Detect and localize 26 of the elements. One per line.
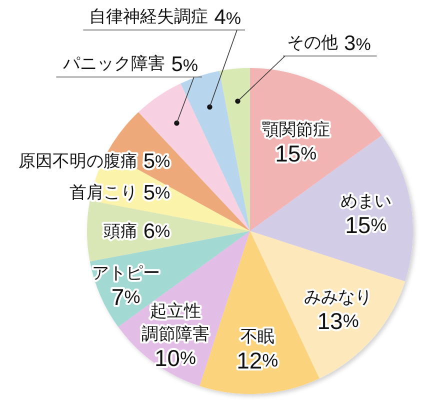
pie-slice: [219, 68, 250, 231]
data-label: 7%: [111, 284, 140, 310]
slice-label: 不眠: [240, 327, 274, 346]
slice-label: その他: [287, 33, 338, 52]
data-label: 4%: [214, 6, 241, 29]
slice-label: 自律神経失調症: [89, 7, 208, 26]
data-label: 5%: [171, 53, 198, 76]
slice-label: アトピー: [92, 264, 160, 283]
slice-label: めまい: [340, 192, 392, 211]
data-label: 10%: [154, 344, 196, 371]
data-label: 12%: [236, 348, 278, 374]
data-label: 3%: [344, 32, 371, 55]
slice-label: みみなり: [304, 288, 372, 307]
pie-slice: [180, 70, 250, 231]
slice-label: 原因不明の腹痛: [18, 152, 138, 171]
slice-label: 頭痛: [103, 222, 138, 240]
slice-label: 顎関節症: [262, 120, 330, 139]
slice-label: 首肩こり: [69, 182, 138, 202]
data-label: 15%: [275, 140, 317, 166]
slice-label: 起立性調節障害: [141, 301, 210, 344]
data-label: 13%: [317, 308, 359, 334]
data-label: 5%: [143, 150, 170, 173]
data-label: 5%: [143, 180, 170, 204]
data-label: 15%: [345, 212, 387, 238]
slice-label: パニック障害: [62, 54, 166, 73]
data-label: 6%: [143, 220, 170, 242]
